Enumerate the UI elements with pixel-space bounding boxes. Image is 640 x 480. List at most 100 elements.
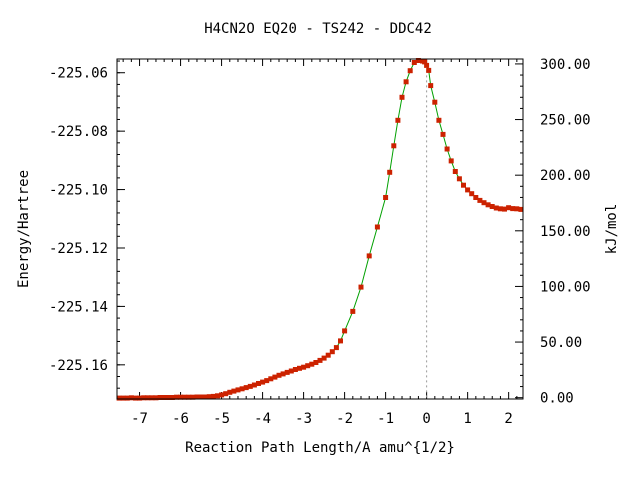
data-point [161, 395, 167, 400]
y-tick-label: -225.16 [49, 358, 108, 374]
data-point [190, 394, 196, 400]
data-point [174, 394, 179, 400]
data-point [329, 349, 335, 355]
data-point [157, 395, 163, 400]
chart-title: H4CN2O EQ20 - TS242 - DDC42 [204, 21, 432, 37]
data-point [178, 394, 184, 400]
y-tick-label: -225.06 [49, 66, 108, 82]
data-point [120, 395, 126, 401]
data-point [440, 131, 446, 137]
data-point [169, 395, 175, 400]
data-point [456, 176, 462, 182]
x-tick-label: -4 [254, 411, 271, 427]
data-point [239, 386, 245, 392]
data-point [133, 395, 138, 401]
y-tick-label: -225.08 [49, 124, 108, 140]
series-line [119, 59, 521, 399]
data-point [219, 392, 225, 398]
y-tick-label: -225.10 [49, 183, 108, 199]
data-point [276, 372, 282, 378]
x-tick-label: -1 [377, 411, 394, 427]
data-point [350, 308, 356, 314]
data-point [333, 345, 339, 351]
y2-tick-label: 150.00 [540, 224, 591, 240]
y-tick-label: -225.14 [49, 299, 108, 315]
data-point [305, 363, 311, 369]
data-point [514, 206, 520, 212]
data-point [317, 357, 323, 363]
data-point [198, 394, 204, 400]
data-point [137, 395, 143, 401]
data-point [202, 394, 208, 400]
data-point [485, 202, 491, 208]
data-point [481, 200, 487, 206]
data-point [231, 388, 237, 394]
data-point [407, 68, 413, 74]
data-point [206, 394, 212, 400]
data-point [145, 395, 151, 401]
data-point [358, 284, 364, 290]
data-point [313, 360, 319, 365]
data-point [465, 187, 471, 193]
data-point [268, 376, 274, 382]
data-point [374, 224, 380, 230]
data-point [194, 394, 200, 400]
data-point [383, 195, 389, 200]
y2-tick-label: 250.00 [540, 113, 591, 129]
data-point [489, 204, 495, 209]
data-point [301, 364, 307, 370]
data-point [141, 395, 147, 401]
plot-frame [116, 58, 524, 400]
data-point [469, 191, 475, 197]
data-point [210, 393, 216, 399]
data-point [338, 338, 343, 344]
x-tick-label: -5 [213, 411, 230, 427]
y2-axis-label: kJ/mol [604, 204, 620, 255]
data-point [510, 206, 516, 212]
data-point [428, 83, 434, 89]
data-point [387, 169, 393, 175]
data-point [292, 367, 298, 372]
data-point [297, 365, 302, 371]
x-tick-label: -7 [131, 411, 148, 427]
plot-area [116, 58, 524, 401]
data-point [342, 328, 348, 334]
data-point [264, 378, 270, 384]
data-point [256, 381, 261, 386]
data-point [436, 117, 442, 123]
data-point [165, 395, 171, 400]
data-point [325, 352, 331, 358]
data-point [227, 389, 233, 395]
y2-tick-label: 200.00 [540, 168, 591, 184]
data-point [366, 253, 372, 259]
data-point [424, 62, 430, 68]
data-point [321, 355, 327, 361]
x-tick-label: -2 [336, 411, 353, 427]
data-point [280, 371, 286, 377]
data-point [309, 361, 315, 367]
data-point [399, 94, 405, 100]
data-point [411, 60, 417, 65]
data-point [432, 99, 438, 105]
data-point [124, 395, 130, 401]
x-tick-label: 1 [463, 411, 471, 427]
x-tick-label: 0 [422, 411, 430, 427]
data-point [235, 387, 241, 393]
data-point [422, 59, 428, 65]
data-point [153, 395, 159, 401]
data-point [149, 395, 155, 401]
data-point [497, 206, 503, 212]
y-tick-label: -225.12 [49, 241, 108, 257]
data-point [518, 206, 524, 212]
data-point [502, 206, 507, 212]
data-point [506, 205, 512, 211]
x-axis-label: Reaction Path Length/A amu^{1/2} [185, 440, 455, 456]
data-point [493, 205, 499, 211]
y2-tick-label: 50.00 [540, 335, 582, 351]
data-point [186, 394, 192, 400]
data-point [403, 79, 409, 85]
data-point [444, 146, 450, 152]
data-point [415, 58, 421, 63]
data-point [284, 369, 290, 375]
